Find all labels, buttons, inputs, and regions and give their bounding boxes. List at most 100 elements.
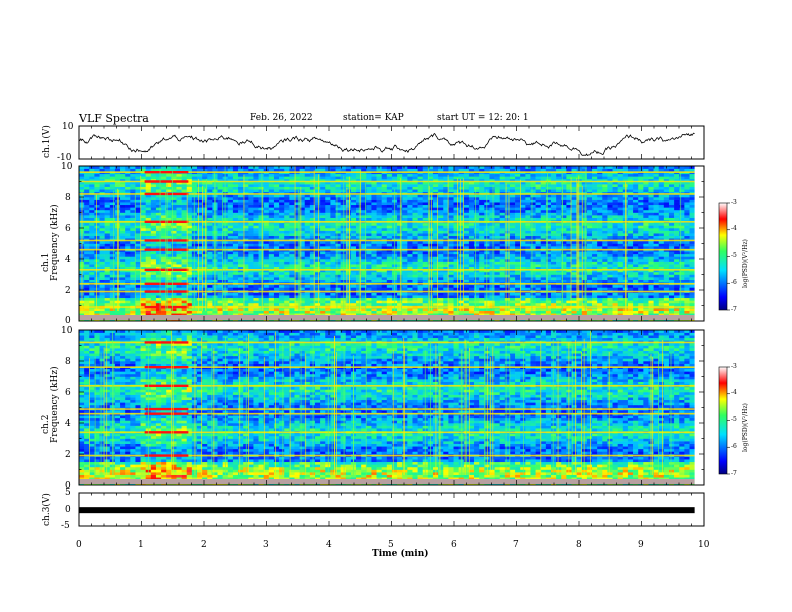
spec-cell (166, 313, 172, 317)
spec-cell (576, 266, 583, 270)
spec-cell (84, 217, 90, 221)
spec-cell (309, 256, 316, 260)
spec-cell (356, 217, 362, 221)
spec-cell (412, 225, 418, 229)
spec-cell (294, 235, 300, 239)
spec-cell (535, 297, 542, 301)
spec-cell (109, 225, 116, 229)
spec-cell (663, 271, 670, 275)
spec-cell (458, 297, 465, 301)
spec-cell (145, 302, 152, 306)
spec-cell (468, 261, 475, 265)
spec-cell (99, 279, 105, 283)
spec-cell (602, 308, 608, 311)
spec-cell (602, 277, 608, 280)
spec-cell (186, 279, 193, 283)
spec-cell (417, 259, 424, 262)
spec-cell (248, 287, 254, 291)
spec-cell (453, 297, 459, 301)
spec-cell (417, 256, 424, 260)
spec-cell (530, 222, 536, 226)
spec-cell (412, 284, 418, 288)
spec-cell (576, 295, 583, 299)
spec-cell (294, 243, 300, 247)
spec-cell (627, 240, 634, 244)
spec-cell (171, 313, 177, 317)
spec-cell (196, 295, 203, 299)
spec-cell (186, 225, 193, 229)
spec-cell (402, 295, 408, 299)
spec-cell (120, 261, 126, 265)
spec-cell (499, 300, 506, 304)
spec-cell (263, 266, 270, 270)
spec-cell (617, 222, 624, 226)
spec-cell (412, 295, 418, 299)
spec-cell (504, 217, 511, 221)
spec-cell (684, 302, 690, 306)
spec-cell (474, 240, 480, 244)
spec-cell (540, 228, 547, 231)
spec-cell (145, 277, 152, 280)
spec-cell (602, 292, 608, 296)
spec-cell (202, 240, 208, 244)
spec-cell (314, 212, 321, 216)
spec-cell (499, 225, 506, 229)
spec-cell (417, 271, 424, 275)
spec-cell (509, 235, 516, 239)
spec-cell (212, 212, 218, 216)
spec-cell (294, 287, 300, 291)
spec-cell (412, 222, 418, 226)
spec-cell (684, 266, 690, 270)
spec-cell (268, 261, 275, 265)
spec-cell (109, 235, 116, 239)
spec-cell (345, 212, 352, 216)
spec-cell (627, 287, 634, 291)
spec-cell (145, 228, 152, 231)
spec-cell (504, 302, 511, 306)
spec-cell (612, 274, 618, 278)
spec-cell (463, 297, 470, 301)
spec-cell (176, 256, 182, 260)
spec-cell (248, 279, 254, 283)
spec-cell (607, 308, 613, 311)
spec-cell (509, 256, 516, 260)
spec-cell (150, 302, 157, 306)
spec-cell (663, 264, 670, 268)
spec-cell (227, 297, 234, 301)
spec-cell (320, 243, 326, 247)
spec-cell (330, 215, 336, 218)
spec-cell (556, 222, 562, 226)
spec-cell (176, 233, 182, 237)
spec-cell (540, 269, 547, 273)
spec-cell (248, 264, 254, 268)
spec-cell (643, 313, 649, 317)
spec-cell (586, 225, 593, 229)
spec-cell (397, 246, 403, 249)
spec-cell (289, 233, 295, 237)
spec-cell (289, 243, 295, 247)
spec-cell (674, 295, 680, 299)
spec-cell (520, 240, 526, 244)
spec-cell (556, 256, 562, 260)
spec-cell (525, 261, 531, 265)
spec-cell (314, 292, 321, 296)
spec-cell (294, 256, 300, 260)
spec-cell (443, 284, 449, 288)
spec-cell (238, 292, 244, 296)
spec-cell (109, 277, 116, 280)
spec-cell (509, 225, 516, 229)
spec-cell (638, 302, 644, 306)
spec-cell (535, 295, 542, 299)
spec-cell (474, 230, 480, 234)
spec-cell (89, 313, 95, 317)
spec-cell (166, 222, 172, 226)
spec-cell (474, 225, 480, 229)
spec-cell (612, 313, 618, 317)
spec-cell (186, 246, 193, 249)
spec-cell (340, 240, 347, 244)
spec-cell (479, 313, 485, 317)
spec-cell (525, 217, 531, 221)
spec-cell (422, 246, 429, 249)
spec-cell (453, 313, 459, 317)
spec-cell (345, 240, 352, 244)
